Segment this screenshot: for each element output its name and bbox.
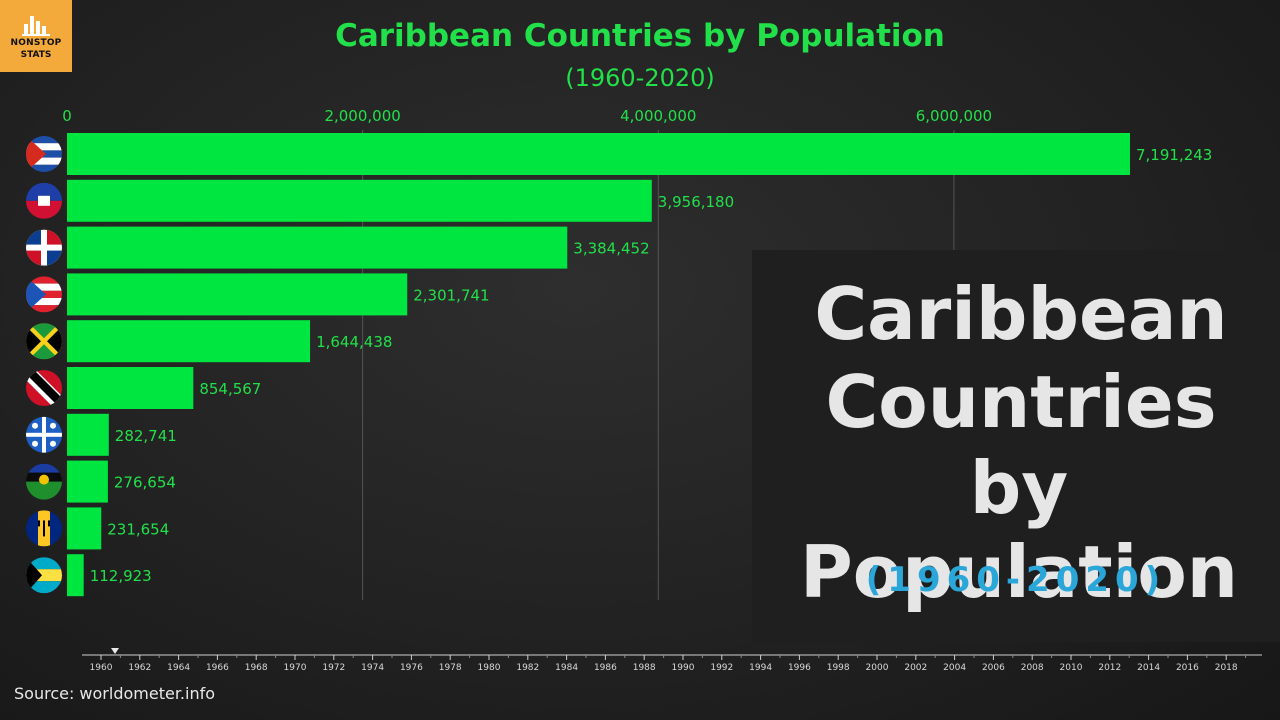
value-label: 2,301,741 — [413, 286, 489, 304]
timeline-year-label: 1968 — [245, 663, 268, 673]
timeline-year-label: 1998 — [827, 663, 850, 673]
trinidad-and-tobago-flag-icon — [26, 370, 62, 406]
timeline-year-label: 2000 — [866, 663, 889, 673]
timeline-year-label: 1970 — [284, 663, 307, 673]
timeline-year-label: 2006 — [982, 663, 1005, 673]
dominican-republic-flag-icon — [26, 229, 62, 266]
value-label: 854,567 — [199, 380, 261, 398]
bar — [67, 507, 102, 550]
timeline-year-label: 1964 — [167, 663, 190, 673]
bar — [67, 226, 568, 269]
overlay-line-3: by Population — [799, 446, 1239, 614]
cuba-flag-icon — [26, 136, 62, 172]
chart-title: Caribbean Countries by Population — [335, 18, 945, 54]
x-tick-label: 4,000,000 — [620, 107, 696, 125]
puerto-rico-flag-icon — [26, 276, 62, 313]
nonstop-stats-logo: NONSTOP STATS — [0, 0, 72, 72]
bar — [67, 460, 108, 503]
chart-subtitle: (1960-2020) — [565, 64, 715, 92]
timeline-year-label: 1988 — [633, 663, 656, 673]
bar — [67, 413, 109, 456]
timeline-year-label: 1974 — [361, 663, 384, 673]
bar — [67, 367, 194, 409]
timeline-year-label: 2010 — [1060, 663, 1083, 673]
value-label: 1,644,438 — [316, 333, 392, 351]
martinique-flag-icon — [26, 416, 62, 453]
value-label: 3,956,180 — [658, 193, 734, 211]
bahamas-flag-icon — [26, 557, 62, 594]
bar — [67, 554, 84, 597]
bar — [67, 273, 408, 316]
timeline-year-label: 1972 — [322, 663, 345, 673]
value-label: 282,741 — [115, 427, 177, 445]
bar — [67, 320, 311, 363]
timeline-year-label: 1990 — [672, 663, 695, 673]
title-overlay-card: Caribbean Countries by Population (1960-… — [752, 250, 1280, 642]
haiti-flag-icon — [26, 182, 62, 219]
value-label: 3,384,452 — [573, 240, 649, 258]
guadeloupe-flag-icon — [26, 463, 62, 500]
timeline-year-label: 1966 — [206, 663, 229, 673]
bar — [67, 179, 652, 222]
play-button[interactable] — [28, 626, 74, 672]
logo-line-1: NONSTOP — [10, 38, 62, 48]
timeline-year-label: 2018 — [1215, 663, 1238, 673]
timeline-year-label: 2014 — [1137, 663, 1160, 673]
value-label: 231,654 — [107, 520, 169, 538]
timeline-year-label: 1962 — [128, 663, 151, 673]
timeline-year-label: 1984 — [555, 663, 578, 673]
bar-chart-icon — [22, 16, 50, 36]
timeline-year-label: 2016 — [1176, 663, 1199, 673]
value-label: 7,191,243 — [1136, 146, 1212, 164]
overlay-line-1: Caribbean — [814, 272, 1228, 356]
x-tick-label: 2,000,000 — [324, 107, 400, 125]
timeline-year-label: 1976 — [400, 663, 423, 673]
source-label: Source: worldometer.info — [14, 684, 216, 703]
x-tick-label: 0 — [62, 107, 72, 125]
bar — [67, 133, 1130, 175]
timeline-year-label: 1992 — [710, 663, 733, 673]
x-tick-label: 6,000,000 — [916, 107, 992, 125]
timeline-year-label: 2012 — [1098, 663, 1121, 673]
timeline-year-label: 1960 — [90, 663, 113, 673]
timeline-year-label: 1986 — [594, 663, 617, 673]
timeline-year-label: 2008 — [1021, 663, 1044, 673]
timeline-year-label: 2004 — [943, 663, 966, 673]
jamaica-flag-icon — [26, 323, 62, 360]
overlay-line-2: Countries — [825, 360, 1217, 444]
timeline-handle[interactable] — [111, 648, 119, 654]
barbados-flag-icon — [26, 510, 62, 547]
timeline-year-label: 1982 — [516, 663, 539, 673]
timeline-year-label: 2002 — [904, 663, 927, 673]
timeline-year-label: 1994 — [749, 663, 772, 673]
logo-line-2: STATS — [20, 50, 52, 60]
value-label: 112,923 — [90, 567, 152, 585]
timeline-year-label: 1978 — [439, 663, 462, 673]
value-label: 276,654 — [114, 474, 176, 492]
timeline-year-label: 1996 — [788, 663, 811, 673]
overlay-years: (1960-2020) — [865, 560, 1167, 600]
timeline-year-label: 1980 — [478, 663, 501, 673]
